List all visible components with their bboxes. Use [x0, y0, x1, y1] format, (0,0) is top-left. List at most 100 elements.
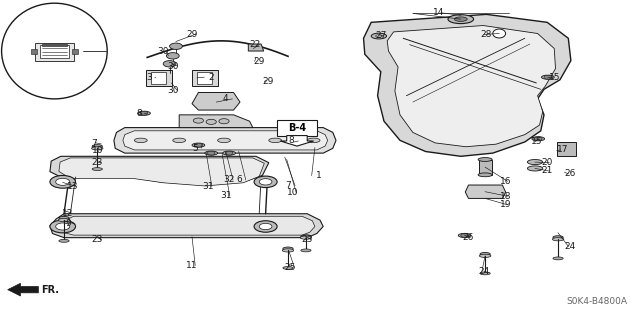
Text: 7: 7 — [285, 181, 291, 190]
Ellipse shape — [527, 166, 543, 171]
Ellipse shape — [205, 151, 218, 155]
Circle shape — [166, 53, 179, 59]
Ellipse shape — [454, 17, 467, 21]
Polygon shape — [35, 43, 74, 61]
Text: 32: 32 — [223, 175, 235, 184]
Text: 8: 8 — [289, 137, 294, 145]
Ellipse shape — [218, 138, 230, 143]
Ellipse shape — [480, 253, 490, 256]
Text: 10: 10 — [287, 189, 298, 197]
Polygon shape — [31, 49, 37, 54]
Polygon shape — [72, 49, 78, 54]
Text: 8: 8 — [136, 109, 142, 118]
Text: 30: 30 — [168, 86, 179, 95]
Text: 7: 7 — [92, 139, 97, 148]
Ellipse shape — [58, 219, 70, 222]
Text: 6: 6 — [236, 175, 242, 184]
Ellipse shape — [173, 138, 186, 143]
Text: 14: 14 — [433, 8, 445, 17]
Polygon shape — [8, 283, 38, 296]
Text: 9: 9 — [65, 219, 71, 228]
Polygon shape — [364, 14, 571, 156]
Text: 24: 24 — [478, 267, 490, 276]
Ellipse shape — [376, 35, 382, 37]
Text: 21: 21 — [541, 167, 553, 175]
Text: 5: 5 — [192, 144, 198, 152]
Ellipse shape — [269, 138, 282, 143]
Text: 22: 22 — [250, 40, 261, 49]
Polygon shape — [59, 158, 264, 186]
Ellipse shape — [553, 236, 563, 239]
Circle shape — [254, 176, 277, 188]
Polygon shape — [40, 45, 69, 58]
Text: 10: 10 — [92, 146, 103, 155]
Text: 27: 27 — [375, 31, 387, 40]
Ellipse shape — [283, 267, 293, 269]
Polygon shape — [280, 136, 314, 146]
Text: 29: 29 — [253, 57, 264, 66]
Text: 24: 24 — [564, 242, 576, 251]
Text: 17: 17 — [557, 145, 568, 154]
Text: 23: 23 — [92, 235, 103, 244]
Ellipse shape — [552, 238, 564, 241]
Circle shape — [544, 75, 552, 79]
Circle shape — [163, 61, 176, 67]
Ellipse shape — [138, 111, 150, 115]
Polygon shape — [387, 26, 556, 147]
Text: FR.: FR. — [42, 285, 60, 295]
Ellipse shape — [448, 15, 474, 24]
Polygon shape — [50, 156, 269, 185]
Ellipse shape — [480, 272, 490, 275]
Ellipse shape — [59, 217, 69, 219]
Ellipse shape — [192, 143, 205, 147]
Ellipse shape — [2, 3, 108, 99]
Polygon shape — [146, 70, 172, 86]
Ellipse shape — [300, 236, 312, 239]
Ellipse shape — [223, 151, 236, 155]
Polygon shape — [192, 93, 240, 110]
Circle shape — [254, 221, 277, 232]
Circle shape — [140, 111, 148, 115]
Polygon shape — [42, 44, 67, 46]
Polygon shape — [479, 160, 492, 175]
Text: 29: 29 — [262, 77, 274, 86]
Circle shape — [56, 223, 70, 230]
Text: 19: 19 — [500, 200, 511, 209]
Ellipse shape — [307, 138, 320, 143]
Ellipse shape — [553, 257, 563, 260]
Text: 26: 26 — [463, 233, 474, 242]
Ellipse shape — [92, 147, 103, 150]
Circle shape — [461, 234, 468, 237]
Text: 15: 15 — [548, 73, 560, 82]
Circle shape — [259, 223, 272, 230]
Polygon shape — [151, 72, 166, 84]
Circle shape — [207, 151, 215, 155]
Ellipse shape — [59, 239, 69, 242]
Text: 30: 30 — [168, 62, 179, 70]
Text: 20: 20 — [541, 158, 553, 167]
Polygon shape — [179, 115, 253, 128]
Text: 11: 11 — [186, 261, 197, 270]
Ellipse shape — [92, 145, 102, 148]
Polygon shape — [248, 44, 264, 51]
Ellipse shape — [92, 168, 102, 170]
Ellipse shape — [527, 160, 543, 165]
Text: 4: 4 — [223, 94, 228, 103]
Text: 31: 31 — [220, 191, 232, 200]
Text: 26: 26 — [564, 169, 576, 178]
Circle shape — [225, 151, 233, 155]
Ellipse shape — [301, 249, 311, 252]
Circle shape — [170, 43, 182, 49]
Ellipse shape — [493, 29, 506, 38]
Ellipse shape — [301, 235, 311, 238]
Text: 30: 30 — [157, 47, 168, 56]
Text: 3: 3 — [146, 73, 152, 82]
Text: 13: 13 — [67, 182, 78, 191]
Text: 15: 15 — [531, 137, 543, 146]
Text: 28: 28 — [480, 30, 492, 39]
Polygon shape — [192, 70, 218, 86]
Ellipse shape — [282, 249, 294, 252]
Circle shape — [193, 118, 204, 123]
Ellipse shape — [478, 173, 492, 177]
Text: 1: 1 — [316, 171, 321, 180]
